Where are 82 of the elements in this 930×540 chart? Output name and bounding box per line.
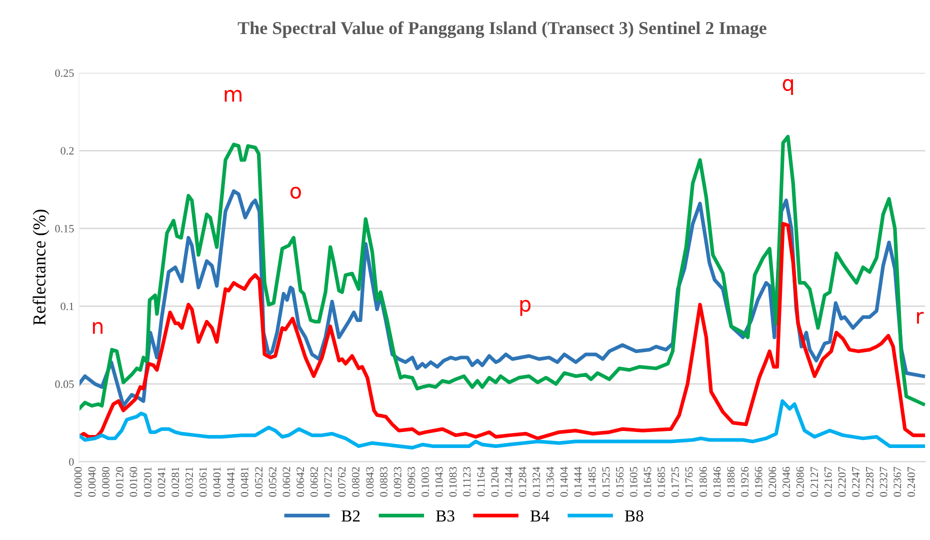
x-tick-label: 0.0321 bbox=[185, 467, 193, 497]
x-tick-label: 0.0080 bbox=[102, 466, 110, 497]
x-tick-label: 0.1605 bbox=[630, 466, 638, 497]
x-tick-label: 0.0802 bbox=[352, 467, 360, 497]
x-tick-label: 0.1485 bbox=[588, 466, 596, 497]
annotation: p bbox=[520, 300, 531, 316]
x-tick-label: 0.0602 bbox=[282, 467, 290, 497]
x-tick-label: 0.1806 bbox=[699, 466, 707, 497]
x-tick-label: 0.0642 bbox=[296, 467, 304, 497]
x-tick-label: 0.1244 bbox=[504, 466, 512, 497]
x-tick-label: 0.0000 bbox=[74, 466, 82, 497]
x-tick-label: 0.0963 bbox=[408, 466, 416, 497]
x-tick-label: 0.1444 bbox=[574, 466, 582, 497]
annotation: n bbox=[92, 322, 103, 334]
x-tick-label: 0.0401 bbox=[213, 467, 221, 497]
y-tick-label: 0.25 bbox=[55, 69, 74, 77]
annotation: o bbox=[290, 186, 301, 199]
x-tick-label: 0.0762 bbox=[338, 467, 346, 497]
y-tick-label: 0.15 bbox=[55, 224, 74, 232]
x-tick-label: 0.0441 bbox=[226, 467, 235, 497]
x-tick-label: 0.1846 bbox=[713, 466, 721, 497]
x-tick-label: 0.0281 bbox=[172, 467, 180, 497]
legend-label: B3 bbox=[436, 510, 454, 522]
x-tick-label: 0.1966 bbox=[754, 466, 762, 497]
legend-label: B4 bbox=[530, 510, 550, 522]
x-tick-label: 0.0481 bbox=[240, 467, 248, 497]
x-tick-label: 0.1164 bbox=[477, 466, 485, 496]
line-series bbox=[79, 134, 926, 411]
y-tick-label: 0.2 bbox=[60, 147, 74, 155]
x-tick-label: 0.1765 bbox=[685, 466, 693, 497]
x-tick-label: 0.2006 bbox=[768, 466, 776, 497]
x-tick-label: 0.0682 bbox=[310, 467, 318, 497]
x-tick-label: 0.1043 bbox=[435, 466, 443, 497]
legend-label: B2 bbox=[342, 510, 360, 522]
x-tick-label: 0.0843 bbox=[366, 466, 374, 497]
x-tick-label: 0.0040 bbox=[88, 466, 96, 497]
x-tick-label: 0.1364 bbox=[546, 466, 554, 497]
x-tick-label: 0.0361 bbox=[199, 467, 207, 497]
x-tick-label: 0.1886 bbox=[727, 466, 735, 497]
x-tick-label: 0.0562 bbox=[268, 467, 276, 497]
x-tick-label: 0.1123 bbox=[463, 466, 471, 496]
x-tick-label: 0.1404 bbox=[560, 466, 568, 497]
x-tick-label: 0.0722 bbox=[324, 467, 332, 497]
x-tick-label: 0.1204 bbox=[491, 466, 499, 497]
x-tick-label: 0.0160 bbox=[130, 466, 138, 497]
x-tick-label: 0.0923 bbox=[394, 466, 402, 497]
x-tick-label: 0.2287 bbox=[866, 466, 874, 497]
x-tick-label: 0.2207 bbox=[838, 466, 846, 497]
line-series bbox=[79, 399, 926, 450]
x-tick-label: 0.2127 bbox=[810, 466, 818, 497]
x-tick-label: 0.0241 bbox=[158, 467, 166, 497]
x-tick-label: 0.1324 bbox=[532, 466, 540, 497]
x-tick-label: 0.1083 bbox=[449, 466, 457, 497]
legend-label: B8 bbox=[624, 510, 644, 522]
x-tick-label: 0.0522 bbox=[255, 467, 263, 497]
x-tick-label: 0.1284 bbox=[518, 466, 526, 497]
x-tick-label: 0.2367 bbox=[894, 466, 902, 497]
y-tick-label: 0.05 bbox=[55, 380, 74, 388]
y-tick-label: 0 bbox=[69, 458, 74, 466]
x-tick-label: 0.1685 bbox=[658, 466, 666, 497]
line-series bbox=[79, 222, 926, 440]
x-tick-label: 0.2086 bbox=[796, 466, 804, 497]
annotation: m bbox=[224, 90, 242, 102]
x-tick-label: 0.2407 bbox=[907, 466, 916, 497]
annotation: r bbox=[917, 312, 924, 324]
x-tick-label: 0.0201 bbox=[144, 467, 152, 497]
x-tick-label: 0.2046 bbox=[782, 466, 790, 497]
x-tick-label: 0.1003 bbox=[422, 466, 430, 497]
chart-title: The Spectral Value of Panggang Island (Transect 3) Sentinel 2 Image bbox=[238, 21, 766, 38]
y-axis-title: Reflectance (%) bbox=[32, 210, 50, 326]
x-tick-label: 0.0120 bbox=[116, 466, 124, 497]
y-tick-label: 0.1 bbox=[60, 302, 74, 310]
x-tick-label: 0.1565 bbox=[616, 466, 624, 497]
x-tick-label: 0.2167 bbox=[824, 466, 832, 497]
x-tick-label: 0.1645 bbox=[644, 466, 652, 497]
x-tick-label: 0.1525 bbox=[602, 466, 610, 497]
annotation: q bbox=[782, 79, 793, 96]
x-tick-label: 0.1725 bbox=[671, 466, 679, 497]
x-tick-label: 0.2247 bbox=[852, 466, 860, 497]
x-tick-label: 0.2327 bbox=[880, 466, 888, 497]
x-tick-label: 0.1926 bbox=[740, 466, 749, 497]
x-tick-label: 0.0883 bbox=[380, 466, 388, 497]
